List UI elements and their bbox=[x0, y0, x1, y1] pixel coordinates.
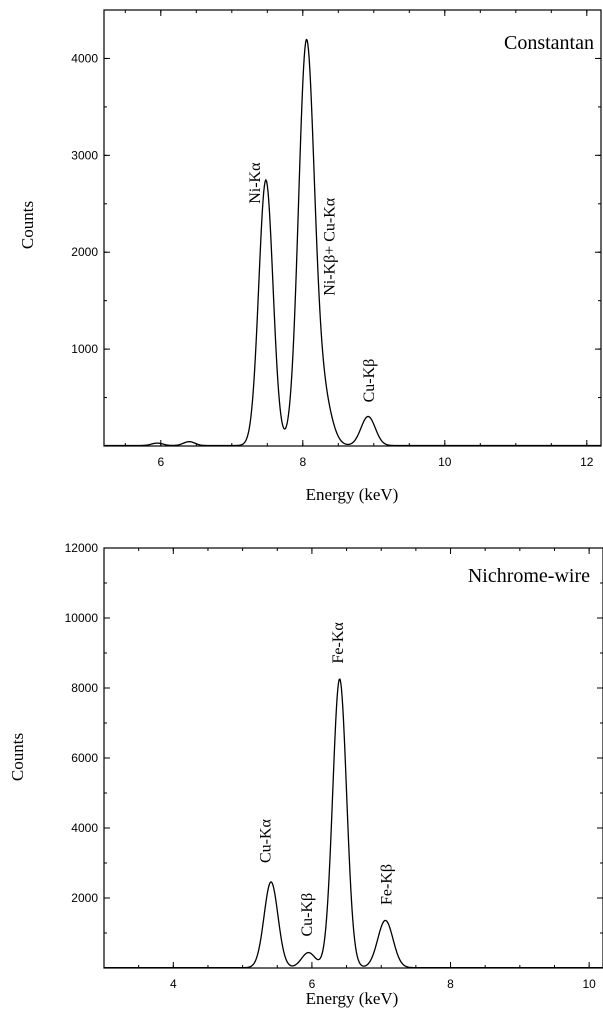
constantan-chart: 6 8 10 12 1000 2000 3000 4000 Constantan Energ… bbox=[18, 9, 602, 504]
plot-frame bbox=[103, 9, 602, 447]
y-tick-label: 8000 bbox=[71, 681, 98, 695]
peak-labels: Cu-Kα Cu-Kβ Fe-Kα Fe-Kβ bbox=[257, 622, 395, 937]
x-tick-label: 6 bbox=[309, 977, 316, 991]
y-tick-label: 4000 bbox=[71, 51, 98, 65]
peak-label: Cu-Kβ bbox=[361, 359, 378, 403]
y-tick-label: 4000 bbox=[71, 821, 98, 835]
x-tick-label: 10 bbox=[438, 455, 452, 469]
x-tick-label: 4 bbox=[170, 977, 177, 991]
x-axis-ticks: 4 6 8 10 bbox=[103, 548, 596, 991]
panel-title: Nichrome-wire bbox=[468, 565, 590, 587]
peak-labels: Ni-Kα Ni-Kβ+ Cu-Kα Cu-Kβ bbox=[247, 162, 378, 402]
y-tick-label: 2000 bbox=[71, 245, 98, 259]
y-tick-label: 1000 bbox=[71, 342, 98, 356]
x-tick-label: 8 bbox=[447, 977, 454, 991]
y-tick-label: 12000 bbox=[65, 541, 99, 555]
y-tick-label: 6000 bbox=[71, 751, 98, 765]
nichrome-chart: 4 6 8 10 2000 4000 6000 8000 10000 12000 Nichrom… bbox=[8, 541, 603, 1008]
peak-label: Cu-Kα bbox=[257, 818, 274, 863]
peak-label: Ni-Kα bbox=[247, 162, 264, 204]
x-axis-ticks: 6 8 10 12 bbox=[124, 10, 594, 469]
peak-label: Ni-Kβ+ Cu-Kα bbox=[322, 197, 339, 296]
y-tick-label: 3000 bbox=[71, 148, 98, 162]
x-tick-label: 10 bbox=[582, 977, 596, 991]
x-tick-label: 12 bbox=[580, 455, 594, 469]
plot-frame bbox=[103, 547, 603, 969]
x-axis-title: Energy (keV) bbox=[306, 485, 399, 504]
x-tick-label: 8 bbox=[299, 455, 306, 469]
spectrum-curve bbox=[104, 38, 601, 447]
peak-label: Fe-Kα bbox=[330, 622, 347, 664]
y-axis-ticks: 2000 4000 6000 8000 10000 12000 bbox=[65, 541, 603, 934]
y-tick-label: 10000 bbox=[65, 611, 99, 625]
y-tick-label: 2000 bbox=[71, 891, 98, 905]
peak-label: Cu-Kβ bbox=[299, 893, 316, 937]
x-axis-title: Energy (keV) bbox=[306, 989, 399, 1008]
y-axis-title: Counts bbox=[18, 201, 37, 249]
y-axis-title: Counts bbox=[8, 733, 27, 781]
spectrum-curve bbox=[104, 678, 603, 969]
peak-label: Fe-Kβ bbox=[379, 864, 396, 905]
x-tick-label: 6 bbox=[157, 455, 164, 469]
y-axis-ticks: 1000 2000 3000 4000 bbox=[71, 9, 601, 399]
panel-title: Constantan bbox=[504, 32, 594, 54]
